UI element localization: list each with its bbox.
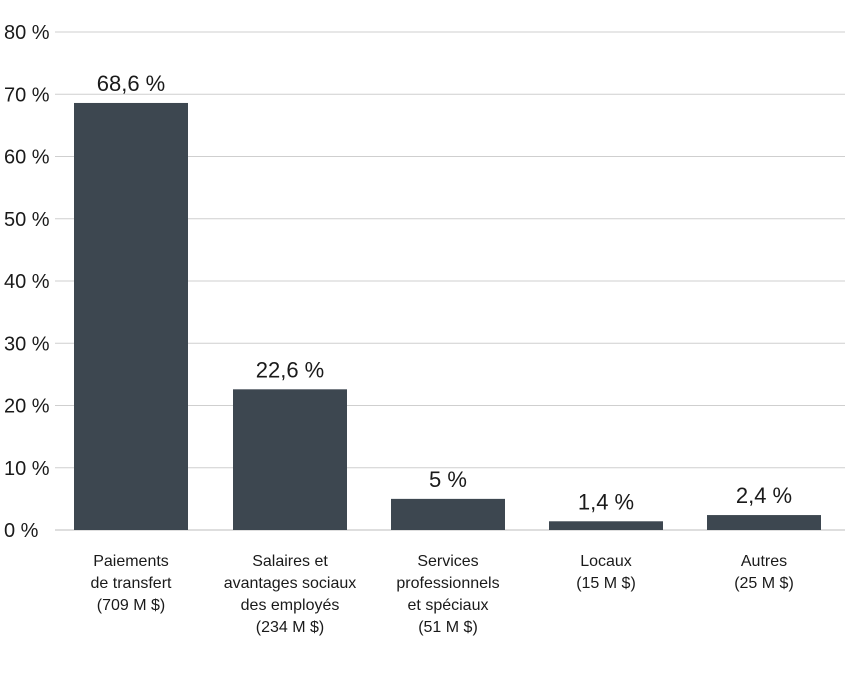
y-tick-label: 20 % [4, 396, 50, 418]
bar-value-label: 22,6 % [256, 357, 325, 382]
bar-value-label: 68,6 % [97, 71, 166, 96]
bar-value-label: 5 % [429, 467, 467, 492]
category-label-line: et spéciaux [408, 597, 489, 614]
category-label-line: Locaux [580, 553, 632, 570]
bar-value-label: 1,4 % [578, 489, 634, 514]
y-tick-label: 30 % [4, 333, 50, 355]
y-tick-label: 50 % [4, 209, 50, 231]
category-label-1: Salaires et avantages sociaux des employés… [224, 553, 357, 636]
bar-4 [707, 515, 821, 530]
category-label-line: Services [417, 553, 478, 570]
category-labels: Paiements de transfert (709 M $) Salaires e… [91, 553, 794, 636]
bar-value-label: 2,4 % [736, 483, 792, 508]
bar-2 [391, 498, 505, 530]
category-label-line: des employés [241, 597, 340, 614]
category-label-2: Services professionnels et spéciaux (51 M $… [396, 553, 499, 636]
category-label-line: (15 M $) [576, 575, 636, 592]
y-tick-label: 10 % [4, 458, 50, 480]
y-tick-label: 70 % [4, 84, 50, 106]
bars [74, 102, 821, 530]
category-label-line: Salaires et [252, 553, 328, 570]
y-tick-label: 80 % [4, 22, 50, 44]
y-axis-tick-labels: 0 % 10 % 20 % 30 % 40 % 50 % 60 % 70 % 80 % [4, 22, 50, 542]
bar-3 [549, 521, 663, 530]
category-label-line: professionnels [396, 575, 499, 592]
category-label-line: Autres [741, 553, 787, 570]
category-label-line: (234 M $) [256, 619, 324, 636]
category-label-line: (51 M $) [418, 619, 478, 636]
category-label-line: (25 M $) [734, 575, 794, 592]
category-label-line: Paiements [93, 553, 169, 570]
category-label-line: (709 M $) [97, 597, 165, 614]
category-label-4: Autres (25 M $) [734, 553, 794, 592]
y-tick-label: 60 % [4, 147, 50, 169]
y-tick-label: 40 % [4, 271, 50, 293]
category-label-3: Locaux (15 M $) [576, 553, 636, 592]
bar-1 [233, 389, 347, 530]
category-label-line: de transfert [91, 575, 172, 592]
category-label-0: Paiements de transfert (709 M $) [91, 553, 172, 614]
y-tick-label: 0 % [4, 520, 39, 542]
value-labels: 68,6 % 22,6 % 5 % 1,4 % 2,4 % [97, 71, 792, 514]
category-label-line: avantages sociaux [224, 575, 357, 592]
bar-0 [74, 102, 188, 530]
